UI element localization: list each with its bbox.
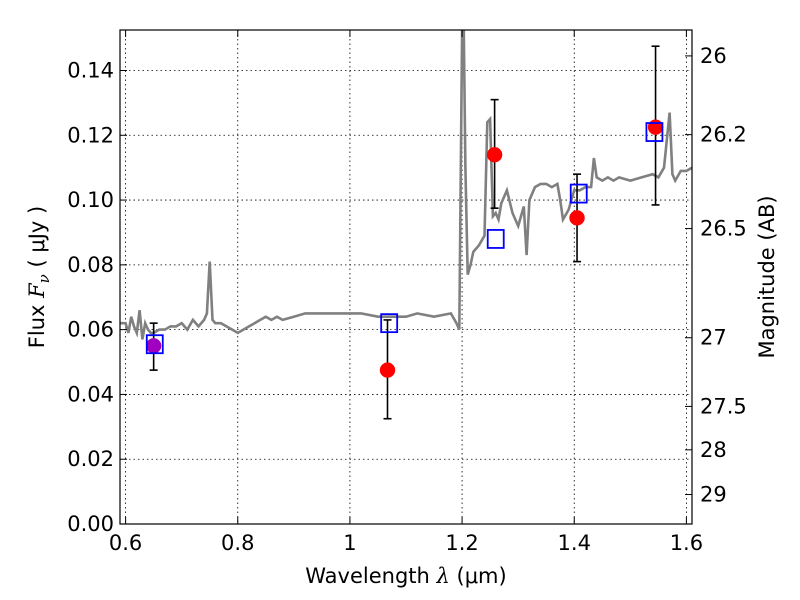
- x-tick-label: 1.4: [558, 531, 591, 555]
- x-tick-label: 1: [343, 531, 356, 555]
- right-tick-label: 27: [700, 326, 727, 350]
- right-tick-label: 26: [700, 44, 727, 68]
- right-tick-label: 26.5: [700, 217, 747, 241]
- model-point: [145, 334, 164, 355]
- right-tick-label: 27.5: [700, 394, 747, 418]
- x-tick-label: 1.6: [670, 531, 703, 555]
- right-tick-label: 29: [700, 483, 727, 507]
- observed-point: [647, 119, 664, 135]
- x-tick-labels: 0.6 0.8 1 1.2 1.4 1.6: [109, 531, 703, 555]
- y-axis-label: Flux Fν ( μJy ): [25, 206, 53, 348]
- y-tick-label: 0.12: [67, 123, 114, 147]
- y-tick-label: 0.10: [67, 188, 114, 212]
- observed-point: [379, 362, 396, 378]
- right-axis-tick-labels: 26 26.2 26.5 27 27.5 28 29: [700, 44, 747, 507]
- spectrum-line: [120, 30, 693, 340]
- model-point: [486, 229, 505, 249]
- y-tick-label: 0.14: [67, 58, 114, 82]
- y-tick-labels: 0.00 0.02 0.04 0.06 0.08 0.10 0.12 0.14: [67, 58, 114, 536]
- x-axis-label: Wavelength λ (μm): [305, 564, 506, 588]
- x-tick-label: 1.2: [445, 531, 478, 555]
- model-point: [569, 183, 588, 204]
- model-point: [380, 313, 399, 334]
- y-tick-label: 0.02: [67, 447, 114, 471]
- y-tick-label: 0.08: [67, 253, 114, 277]
- y-tick-label: 0.06: [67, 318, 114, 342]
- y-tick-label: 0.04: [67, 382, 114, 406]
- x-tick-label: 0.6: [109, 531, 142, 555]
- observed-point: [486, 146, 503, 163]
- right-axis-label: Magnitude (AB): [755, 195, 779, 358]
- observed-point: [569, 210, 585, 226]
- right-tick-label: 26.2: [700, 123, 747, 147]
- observed-point: [145, 338, 162, 354]
- plot-frame: [119, 29, 693, 525]
- tick-marks: [120, 30, 692, 525]
- model-points: [145, 122, 664, 355]
- model-point: [645, 122, 664, 142]
- y-tick-label: 0.00: [67, 512, 114, 536]
- x-tick-label: 0.8: [221, 531, 254, 555]
- right-tick-label: 28: [700, 438, 727, 462]
- model-spectrum: [120, 30, 693, 340]
